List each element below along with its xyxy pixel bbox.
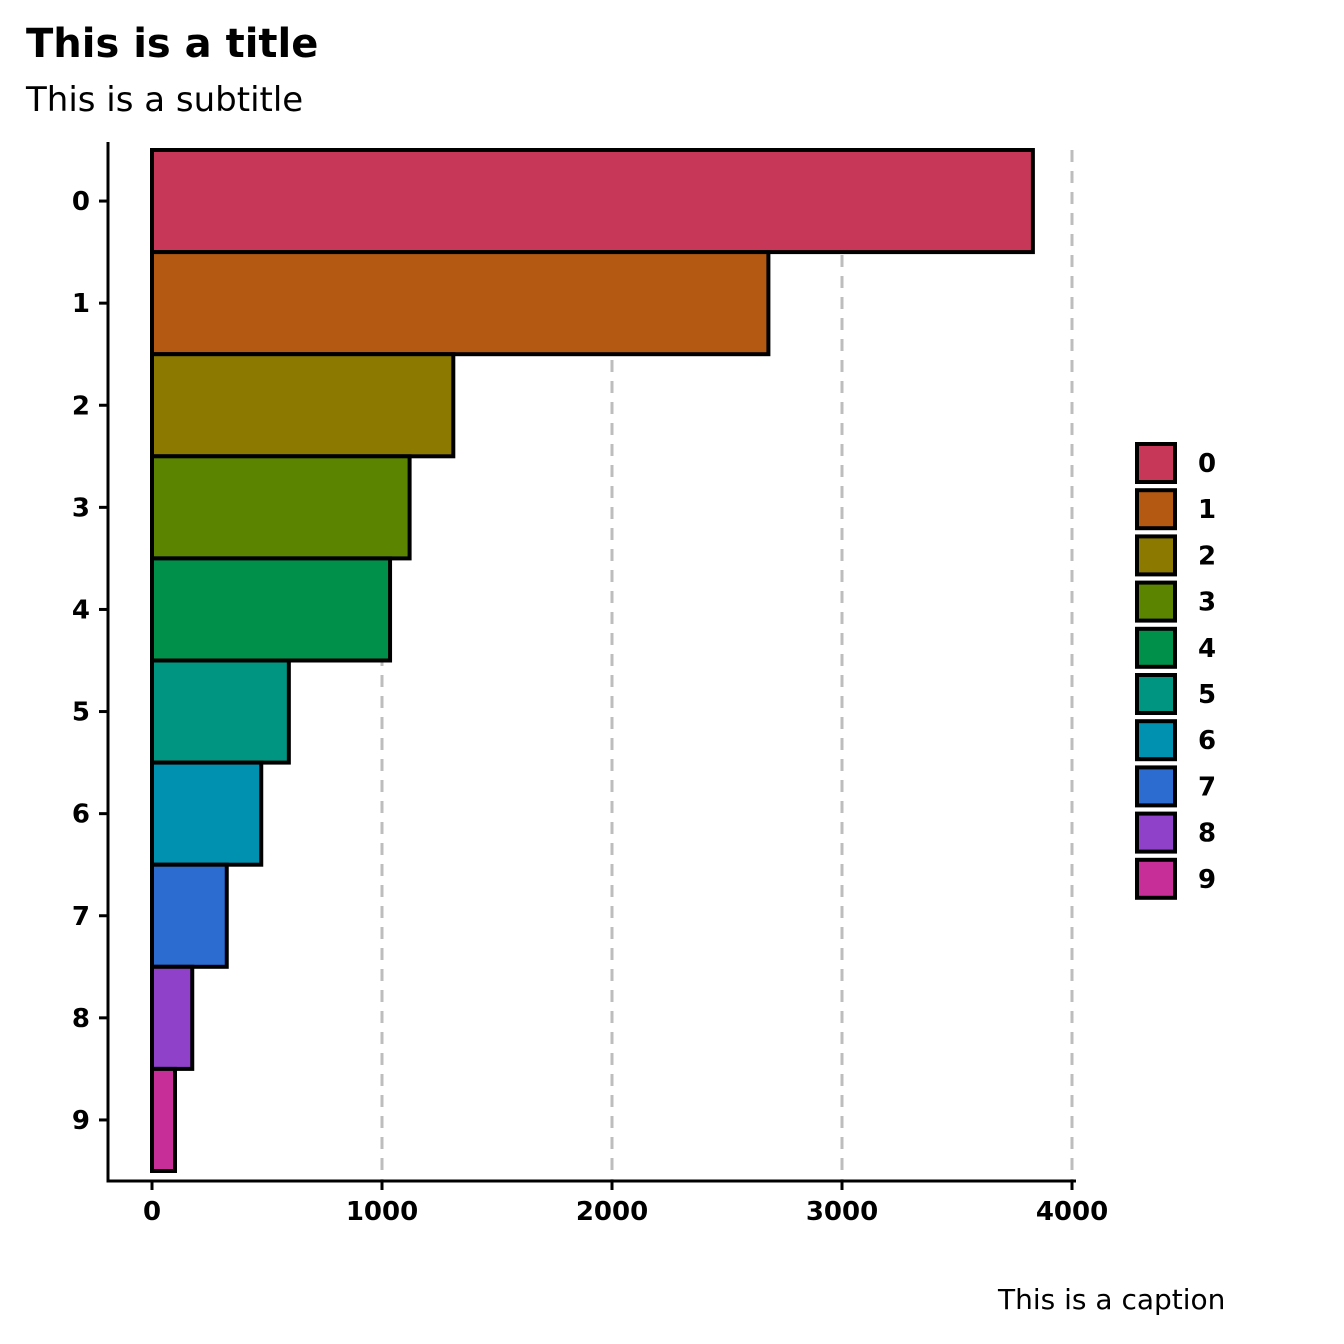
y-tick-label: 8	[72, 1004, 90, 1034]
x-tick-label: 3000	[806, 1197, 878, 1227]
bars	[150, 148, 1035, 1174]
legend-label: 0	[1198, 449, 1216, 479]
bar-6	[150, 760, 264, 867]
x-tick-label: 0	[143, 1197, 161, 1227]
bar-7	[150, 862, 229, 969]
chart-title: This is a title	[26, 21, 319, 67]
legend-label: 2	[1198, 541, 1216, 571]
axes: 0 1 2 3 4 5 6 7 8 9 0 1000 2000 3000 4000	[72, 142, 1108, 1227]
y-tick-label: 7	[72, 902, 90, 932]
legend-key-9	[1135, 857, 1177, 900]
legend-label: 4	[1198, 634, 1216, 664]
legend-key-6	[1135, 719, 1177, 762]
bar-1	[150, 250, 771, 357]
legend-key-2	[1135, 534, 1177, 577]
bar-0	[150, 148, 1035, 255]
y-tick-label: 6	[72, 800, 90, 830]
y-tick-label: 0	[72, 187, 90, 217]
legend-label: 1	[1198, 495, 1216, 525]
legend-label: 3	[1198, 588, 1216, 618]
x-tick-label: 1000	[346, 1197, 418, 1227]
legend-key-5	[1135, 673, 1177, 715]
chart-caption: This is a caption	[998, 1283, 1226, 1316]
y-tick-label: 4	[72, 595, 90, 625]
legend-label: 8	[1198, 819, 1216, 849]
bar-4	[150, 556, 393, 663]
y-tick-label: 9	[72, 1106, 90, 1136]
bar-9	[150, 1066, 177, 1174]
legend-key-8	[1135, 811, 1177, 854]
y-tick-label: 1	[72, 289, 90, 319]
legend-key-3	[1135, 580, 1177, 623]
bar-5	[150, 658, 291, 765]
y-tick-label: 3	[72, 493, 90, 523]
legend-label: 7	[1198, 772, 1216, 802]
legend-label: 9	[1198, 865, 1216, 895]
x-tick-label: 4000	[1036, 1197, 1108, 1227]
legend-key-0	[1135, 442, 1177, 484]
chart-subtitle: This is a subtitle	[26, 80, 304, 120]
legend-key-1	[1135, 488, 1177, 531]
legend-label: 6	[1198, 726, 1216, 756]
x-tick-label: 2000	[576, 1197, 648, 1227]
y-tick-label: 5	[72, 698, 90, 728]
legend-key-4	[1135, 626, 1177, 669]
legend-label: 5	[1198, 680, 1216, 710]
bar-3	[150, 454, 412, 561]
bar-2	[150, 352, 456, 459]
legend-key-7	[1135, 765, 1177, 808]
bar-8	[150, 964, 195, 1071]
y-tick-label: 2	[72, 391, 90, 421]
legend: 0 1 2 3 4 5 6 7 8 9	[1135, 442, 1216, 900]
